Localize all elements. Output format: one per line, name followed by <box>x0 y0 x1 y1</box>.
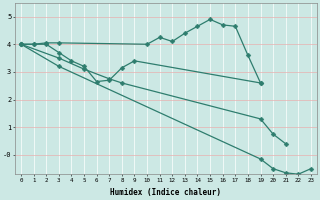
X-axis label: Humidex (Indice chaleur): Humidex (Indice chaleur) <box>110 188 221 197</box>
